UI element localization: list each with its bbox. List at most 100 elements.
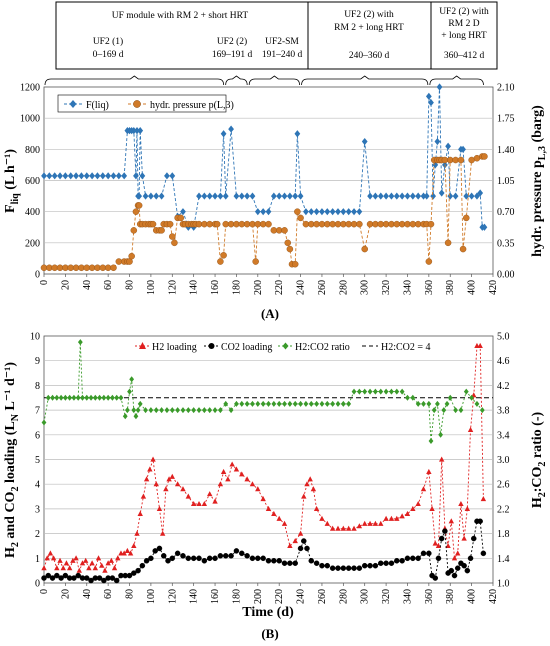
data-point xyxy=(110,264,117,272)
data-point xyxy=(458,407,464,414)
data-point xyxy=(428,98,434,107)
data-point xyxy=(249,481,256,487)
data-point xyxy=(131,570,137,576)
data-point xyxy=(75,394,81,401)
data-point xyxy=(435,400,440,407)
xlabel-b: Time (d) xyxy=(242,605,294,620)
ylabel-left-a: Fliq (L h⁻¹) xyxy=(3,149,21,213)
data-point xyxy=(383,515,389,521)
data-point xyxy=(410,555,416,562)
x-tick-label: 420 xyxy=(488,589,499,604)
data-point xyxy=(423,192,430,200)
data-point xyxy=(432,540,438,546)
x-tick-label: 180 xyxy=(231,280,242,295)
data-point xyxy=(153,192,160,200)
data-point xyxy=(351,525,357,531)
data-point xyxy=(148,192,154,200)
data-point xyxy=(481,153,488,160)
data-point xyxy=(425,258,433,265)
data-point xyxy=(239,400,245,407)
data-point xyxy=(329,565,336,571)
data-point xyxy=(108,557,115,563)
data-point xyxy=(444,400,450,407)
y-right-tick-label: 1.4 xyxy=(497,554,510,565)
data-point xyxy=(426,400,432,407)
data-point xyxy=(233,548,240,554)
data-point xyxy=(86,565,92,571)
y-right-tick-label: 2.10 xyxy=(497,83,515,94)
data-point xyxy=(185,407,191,414)
data-point xyxy=(228,553,234,559)
data-point xyxy=(281,520,288,526)
data-point xyxy=(244,553,250,559)
data-point xyxy=(428,437,434,444)
x-tick-label: 340 xyxy=(402,280,413,295)
data-point xyxy=(426,468,432,474)
legend-b-ref-label: H2:CO2 = 4 xyxy=(381,342,431,353)
x-tick-label: 80 xyxy=(125,280,136,290)
panel-a: UF module with RM 2 + short HRT UF2 (1) … xyxy=(3,1,548,321)
data-point xyxy=(137,400,143,407)
data-point xyxy=(427,220,435,228)
panel-label-a: (A) xyxy=(261,306,279,321)
data-point xyxy=(444,239,452,247)
x-tick-label: 160 xyxy=(210,589,221,604)
legend-b-bg xyxy=(133,338,463,353)
data-point xyxy=(133,413,139,420)
data-point xyxy=(76,567,82,573)
data-point xyxy=(166,476,172,482)
data-point xyxy=(229,461,235,467)
data-point xyxy=(206,192,213,200)
y-left-tick-label: 7 xyxy=(35,406,40,417)
data-point xyxy=(313,208,320,216)
data-point xyxy=(190,555,197,562)
data-point xyxy=(431,407,437,414)
data-point xyxy=(140,493,147,499)
data-point xyxy=(135,202,143,209)
data-point xyxy=(149,220,157,228)
data-point xyxy=(468,192,475,200)
data-point xyxy=(441,407,447,414)
data-point xyxy=(234,400,239,407)
data-point xyxy=(41,419,47,426)
legend-a-fliq-marker xyxy=(69,100,77,108)
data-point xyxy=(383,192,389,200)
data-point xyxy=(292,538,298,544)
x-tick-label: 360 xyxy=(424,280,435,295)
data-point xyxy=(153,481,159,487)
data-point xyxy=(54,394,60,401)
data-point xyxy=(111,565,118,571)
data-point xyxy=(128,252,135,260)
data-point xyxy=(73,555,79,561)
data-point xyxy=(276,558,282,564)
data-point xyxy=(255,555,261,562)
data-point xyxy=(174,550,181,557)
data-point xyxy=(175,407,181,414)
data-point xyxy=(457,156,465,164)
data-point xyxy=(367,388,373,395)
data-point xyxy=(164,407,170,414)
data-point xyxy=(319,562,325,569)
data-point xyxy=(201,558,208,564)
y-left-tick-label: 6 xyxy=(35,430,40,441)
data-point xyxy=(388,192,395,200)
data-point xyxy=(329,208,336,216)
data-point xyxy=(463,388,469,395)
x-tick-label: 140 xyxy=(189,280,200,295)
data-point xyxy=(110,394,115,401)
y-left-tick-label: 8 xyxy=(35,381,40,392)
data-point xyxy=(135,407,141,414)
x-tick-label: 220 xyxy=(274,589,285,604)
legend-b-co2-label: CO2 loading xyxy=(221,342,272,353)
legend-b-ratio-label: H2:CO2 ratio xyxy=(295,342,350,353)
data-point xyxy=(45,394,51,401)
data-point xyxy=(438,535,445,542)
data-point xyxy=(147,466,153,472)
data-point xyxy=(294,130,301,138)
data-point xyxy=(480,496,487,502)
data-point xyxy=(196,500,202,507)
data-point xyxy=(156,505,163,511)
x-tick-label: 260 xyxy=(317,280,328,295)
data-point xyxy=(271,510,277,516)
x-tick-label: 200 xyxy=(253,589,264,604)
